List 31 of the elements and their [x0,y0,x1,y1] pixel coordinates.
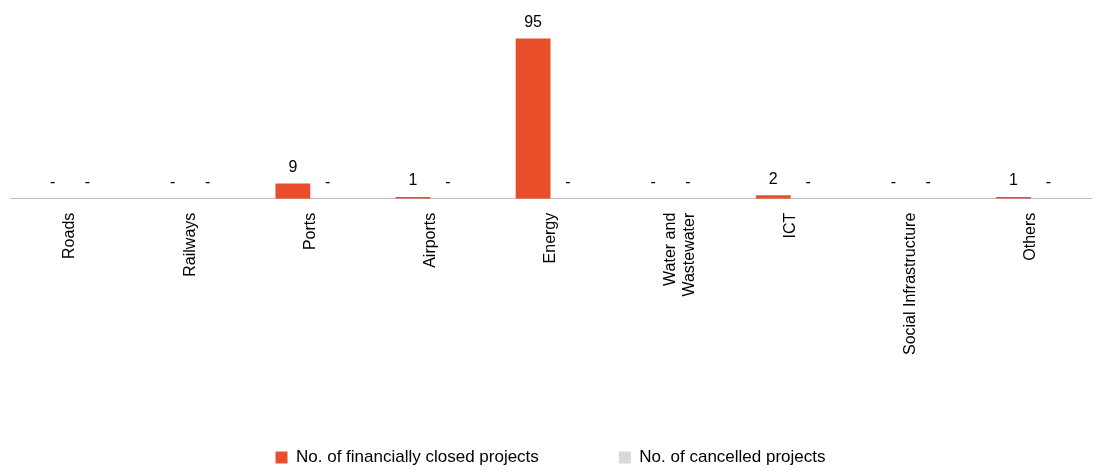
data-label: 9 [288,157,298,175]
text: - [650,173,656,191]
data-label: 2 [768,169,778,187]
text: - [805,173,811,191]
text: - [49,173,56,191]
text: - [84,173,91,191]
data-label: 1 [1009,171,1019,189]
x-tick-label: Ports [300,212,318,251]
bar [275,183,311,199]
x-tick-label: Others [1021,212,1039,261]
data-label: 1 [408,171,418,189]
text: - [565,173,571,191]
x-tick-label: Water and Wastewater [661,212,698,297]
text: - [1045,173,1052,191]
x-tick-label: Railways [180,212,198,277]
x-tick-label: Energy [540,212,558,264]
text: - [925,173,931,191]
data-label: 95 [524,12,543,30]
x-tick-label: ICT [781,212,799,239]
text: - [325,173,331,191]
legend-label: No. of cancelled projects [639,447,826,467]
text: - [685,173,691,191]
legend-label: No. of financially closed projects [296,447,539,467]
text: - [890,173,897,191]
text: - [204,173,211,191]
text: - [170,173,176,191]
x-tick-label: Roads [60,212,78,259]
x-tick-label: Social Infrastructure [901,212,919,355]
text: - [445,173,451,191]
x-tick-label: Airports [420,212,438,268]
bar [515,38,551,199]
